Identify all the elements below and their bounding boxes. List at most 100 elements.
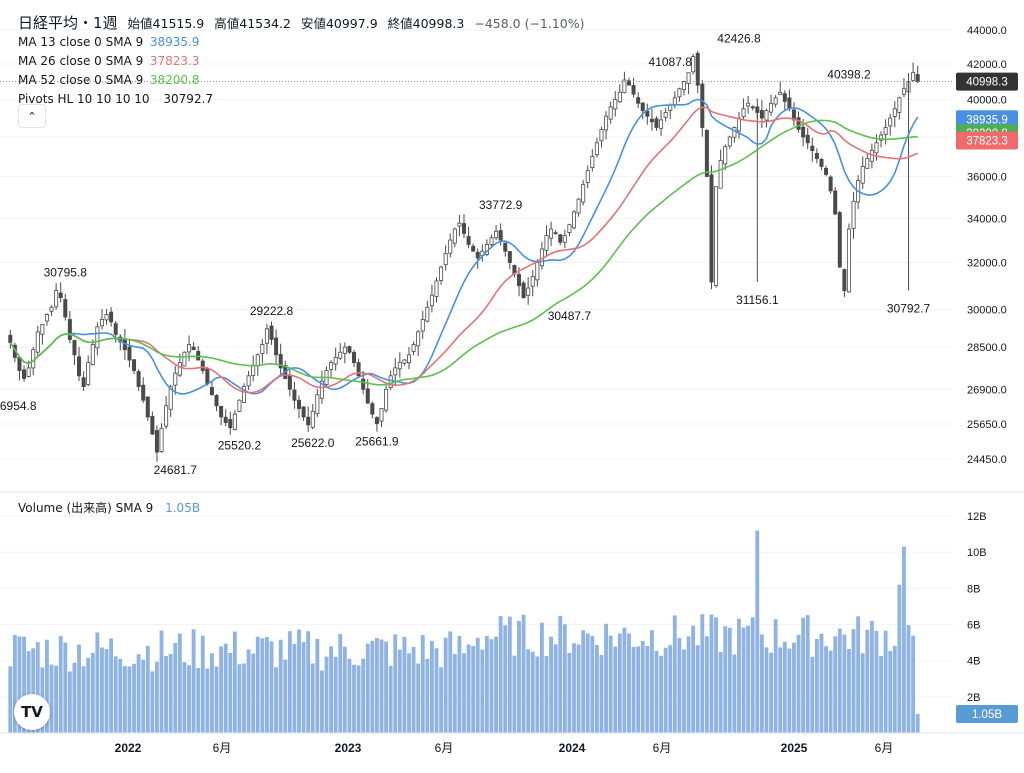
candle-body	[787, 97, 792, 110]
candle-body	[604, 115, 609, 131]
candle-body	[824, 167, 829, 175]
volume-tick-label: 4B	[967, 656, 980, 668]
price-axis-badge-label: 40998.3	[966, 77, 1008, 89]
volume-bar	[196, 667, 201, 733]
volume-bar	[191, 629, 196, 733]
ma52-legend[interactable]: MA 52 close 0 SMA 9 38200.8	[18, 71, 591, 90]
volume-bar	[636, 646, 641, 733]
volume-bar	[425, 658, 430, 733]
candle-body	[659, 119, 664, 129]
ma13-legend[interactable]: MA 13 close 0 SMA 9 38935.9	[18, 33, 591, 52]
candle-body	[187, 344, 192, 353]
volume-bar	[915, 714, 920, 733]
candle-body	[709, 174, 714, 283]
volume-bar	[714, 617, 718, 733]
volume-bar	[278, 639, 283, 733]
candle-body	[54, 290, 59, 308]
candle-body	[558, 234, 563, 243]
volume-bar	[109, 638, 114, 733]
volume-bar	[439, 667, 444, 733]
volume-bar	[631, 646, 636, 733]
volume-bar	[232, 631, 237, 733]
candle-body	[672, 97, 677, 105]
volume-tick-label: 2B	[967, 692, 980, 704]
volume-bar	[448, 631, 453, 733]
candle-body	[164, 405, 169, 427]
pivot-label: 40398.2	[827, 67, 871, 81]
candle-body	[379, 408, 384, 422]
candle-body	[553, 232, 558, 235]
candle-body	[622, 79, 627, 94]
candle-body	[718, 160, 723, 189]
candle-body	[402, 359, 407, 364]
volume-bar	[365, 643, 370, 733]
candle-body	[416, 331, 421, 347]
volume-bar	[512, 655, 517, 733]
candle-body	[503, 242, 508, 252]
volume-tick-label: 8B	[967, 583, 980, 595]
candle-body	[232, 413, 237, 430]
candle-body	[645, 110, 650, 117]
candle-body	[842, 269, 847, 292]
candle-body	[649, 118, 654, 123]
time-tick-label: 6月	[213, 741, 232, 755]
volume-bar	[856, 616, 861, 733]
pivot-label: 42426.8	[717, 32, 761, 46]
candle-body	[439, 266, 444, 281]
pivots-legend[interactable]: Pivots HL 10 10 10 10 30792.7	[18, 90, 591, 109]
tradingview-logo-icon[interactable]: TV	[14, 694, 50, 730]
candle-body	[759, 110, 764, 119]
candle-body	[457, 222, 462, 227]
volume-bar	[361, 658, 366, 733]
volume-bar	[63, 642, 68, 733]
candle-body	[22, 369, 27, 379]
candle-body	[77, 356, 82, 377]
candle-body	[833, 190, 838, 215]
volume-bar	[265, 636, 269, 733]
volume-bar	[778, 647, 783, 733]
candle-body	[828, 176, 833, 192]
volume-bar	[627, 633, 631, 733]
volume-bar	[255, 636, 260, 733]
candle-body	[35, 331, 40, 353]
volume-bar	[287, 631, 292, 733]
volume-axis-badge-label: 1.05B	[972, 709, 1002, 721]
volume-bar	[54, 665, 59, 733]
candle-body	[494, 230, 499, 239]
price-tick-label: 28500.0	[967, 342, 1007, 354]
volume-bar	[755, 530, 760, 733]
volume-bar	[269, 641, 274, 733]
price-tick-label: 34000.0	[967, 213, 1007, 225]
candle-body	[228, 419, 233, 429]
candle-body	[755, 106, 760, 113]
symbol-header: 日経平均・1週 始値41515.9 高値41534.2 安値40997.9 終値…	[18, 14, 591, 33]
volume-bar	[649, 630, 654, 733]
candle-body	[306, 416, 311, 426]
volume-bar	[434, 648, 439, 733]
symbol-title[interactable]: 日経平均・1週	[18, 14, 118, 32]
candle-body	[182, 351, 187, 367]
volume-bar	[640, 640, 645, 733]
volume-bar	[810, 656, 815, 733]
volume-bar	[402, 636, 407, 733]
volume-bar	[517, 620, 521, 733]
volume-bar	[475, 637, 480, 733]
candle-body	[516, 274, 521, 287]
volume-bar	[787, 648, 792, 733]
volume-bar	[329, 646, 334, 733]
volume-bar	[122, 666, 127, 733]
volume-legend[interactable]: Volume (出来高) SMA 9 1.05B	[18, 499, 200, 516]
candle-body	[219, 405, 224, 418]
candle-body	[310, 410, 315, 428]
volume-bar	[879, 655, 883, 733]
time-tick-label: 2024	[559, 741, 586, 755]
candle-body	[113, 323, 118, 335]
volume-bar	[604, 623, 608, 733]
ma26-legend[interactable]: MA 26 close 0 SMA 9 37823.3	[18, 52, 591, 71]
candle-body	[370, 403, 375, 415]
volume-bar	[324, 656, 329, 733]
collapse-legend-button[interactable]: ⌃	[18, 104, 46, 128]
volume-bar	[585, 633, 590, 733]
volume-bar	[824, 646, 828, 733]
